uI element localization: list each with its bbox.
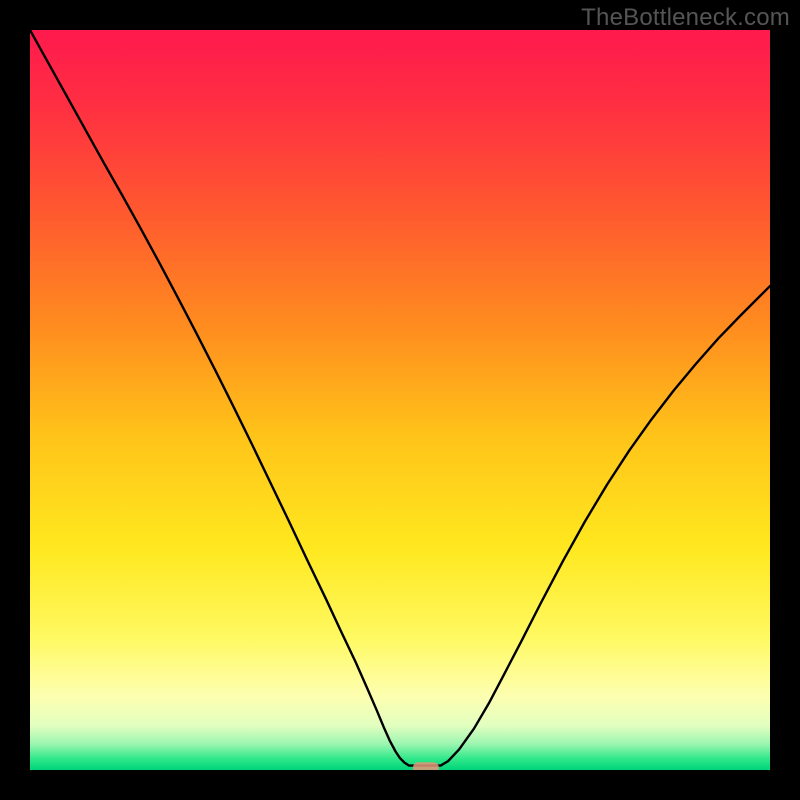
plot-svg [30, 30, 770, 770]
chart-frame: TheBottleneck.com [0, 0, 800, 800]
gradient-background [30, 30, 770, 770]
plot-area [30, 30, 770, 770]
minimum-marker [413, 762, 439, 770]
watermark-text: TheBottleneck.com [581, 4, 790, 32]
